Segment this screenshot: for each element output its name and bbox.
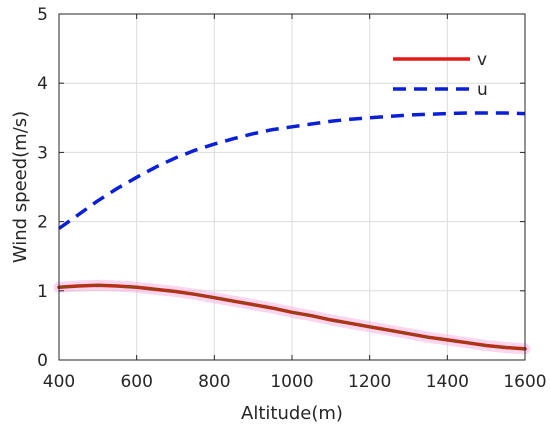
y-axis-label: Wind speed(m/s) [10, 111, 31, 263]
x-axis-label: Altitude(m) [241, 403, 343, 424]
x-tick-label: 400 [43, 372, 75, 392]
legend-label-v: v [477, 50, 487, 70]
x-tick-label: 1400 [426, 372, 469, 392]
series-v-core [58, 284, 526, 350]
y-tick-label: 0 [37, 351, 48, 371]
legend: v u [393, 50, 488, 100]
x-tick-label: 1600 [503, 372, 546, 392]
axis-ticks: 400 600 800 1000 1200 1400 1600 0 1 2 3 4 5 [37, 5, 546, 392]
x-tick-label: 600 [120, 372, 152, 392]
x-tick-label: 1200 [348, 372, 391, 392]
y-tick-label: 1 [37, 282, 48, 302]
y-tick-label: 2 [37, 213, 48, 233]
x-tick-label: 1000 [270, 372, 313, 392]
x-tick-label: 800 [198, 372, 230, 392]
y-tick-label: 5 [37, 5, 48, 25]
series-u-line [57, 111, 526, 230]
y-tick-label: 3 [37, 143, 48, 163]
legend-label-u: u [477, 80, 488, 100]
series-layer [53, 111, 531, 355]
y-tick-label: 4 [37, 74, 48, 94]
